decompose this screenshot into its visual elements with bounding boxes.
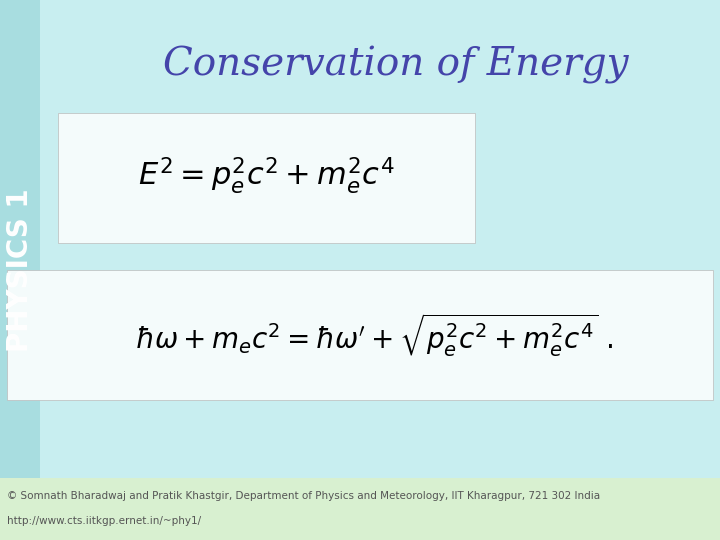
FancyBboxPatch shape	[58, 113, 475, 243]
Text: Conservation of Energy: Conservation of Energy	[163, 46, 629, 84]
FancyBboxPatch shape	[7, 270, 713, 400]
Text: http://www.cts.iitkgp.ernet.in/~phy1/: http://www.cts.iitkgp.ernet.in/~phy1/	[7, 516, 202, 526]
Text: $E^{2} = p_e^{2}c^{2} + m_e^{2}c^{4}$: $E^{2} = p_e^{2}c^{2} + m_e^{2}c^{4}$	[138, 155, 395, 196]
FancyBboxPatch shape	[0, 478, 720, 540]
Text: PHYSICS 1: PHYSICS 1	[6, 188, 34, 352]
Text: $\hbar\omega + m_e c^{2} = \hbar\omega^{\prime} + \sqrt{p_e^{2}c^{2} + m_e^{2}c^: $\hbar\omega + m_e c^{2} = \hbar\omega^{…	[135, 311, 613, 359]
Text: © Somnath Bharadwaj and Pratik Khastgir, Department of Physics and Meteorology, : © Somnath Bharadwaj and Pratik Khastgir,…	[7, 491, 600, 501]
FancyBboxPatch shape	[0, 0, 40, 540]
